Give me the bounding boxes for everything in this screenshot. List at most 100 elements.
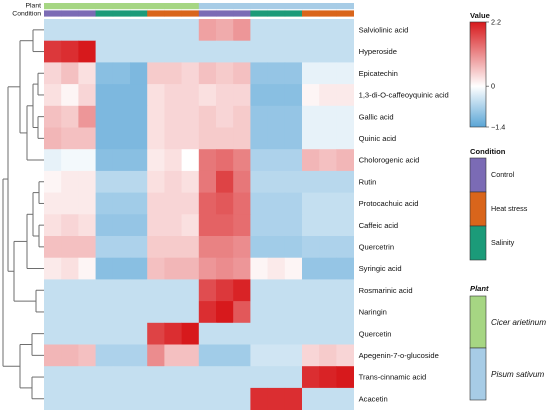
heatmap-cell <box>44 19 62 42</box>
heatmap-cell <box>284 149 303 172</box>
heatmap-cell <box>78 40 96 63</box>
heatmap-cell <box>147 301 165 324</box>
heatmap-cell <box>233 236 251 259</box>
heatmap-cell <box>112 84 131 107</box>
heatmap-cell <box>95 322 114 345</box>
heatmap-cell <box>250 149 268 172</box>
heatmap-cell <box>302 62 320 85</box>
heatmap-cell <box>44 387 62 410</box>
heatmap-cell <box>216 344 234 367</box>
annotation-plant-cell <box>130 3 148 10</box>
heatmap-cell <box>44 192 62 215</box>
heatmap-cell <box>319 366 337 389</box>
heatmap-cell <box>198 84 217 107</box>
heatmap-cell <box>130 19 148 42</box>
annotation-plant-cell <box>233 3 251 10</box>
annotation-plant-cell <box>267 3 286 10</box>
heatmap-cell <box>164 214 182 237</box>
heatmap-cell <box>233 366 251 389</box>
heatmap-cell <box>112 19 131 42</box>
heatmap-cell <box>164 301 182 324</box>
heatmap-cell <box>319 344 337 367</box>
heatmap-cell <box>233 19 251 42</box>
heatmap-cell <box>319 170 337 193</box>
heatmap-cell <box>95 62 114 85</box>
heatmap-cell <box>198 105 217 128</box>
heatmap-cell <box>95 301 114 324</box>
annotation-plant-cell <box>95 3 114 10</box>
heatmap-cell <box>147 279 165 302</box>
heatmap-cell <box>284 214 303 237</box>
row-label: Caffeic acid <box>359 221 399 230</box>
heatmap-cell <box>130 322 148 345</box>
heatmap-cell <box>284 192 303 215</box>
heatmap-cell <box>302 322 320 345</box>
heatmap-cell <box>181 301 200 324</box>
heatmap-cell <box>198 127 217 150</box>
annotation-plant-cell <box>336 3 354 10</box>
heatmap-cell <box>336 387 354 410</box>
heatmap-cell <box>164 40 182 63</box>
heatmap-cell <box>164 127 182 150</box>
heatmap-cell <box>267 19 286 42</box>
heatmap-cell <box>78 62 96 85</box>
heatmap-cell <box>284 301 303 324</box>
annotation-plant-cell <box>112 3 131 10</box>
heatmap-cell <box>130 127 148 150</box>
legend-condition-label: Control <box>491 170 515 179</box>
annotation-condition-cell <box>233 10 251 17</box>
heatmap-cell <box>61 366 79 389</box>
heatmap-cell <box>267 387 286 410</box>
heatmap-cell <box>181 84 200 107</box>
heatmap-cell <box>319 149 337 172</box>
heatmap-cell <box>44 62 62 85</box>
annotation-title-condition: Condition <box>12 11 41 18</box>
heatmap-cell <box>302 127 320 150</box>
legend-plant-title: Plant <box>470 284 489 293</box>
row-label: Trans-cinnamic acid <box>359 373 427 382</box>
heatmap-cell <box>198 19 217 42</box>
heatmap-cell <box>198 62 217 85</box>
heatmap-cell <box>284 127 303 150</box>
heatmap-cell <box>181 105 200 128</box>
heatmap-cell <box>112 279 131 302</box>
heatmap-cell <box>130 344 148 367</box>
row-label: Quercetin <box>359 329 392 338</box>
heatmap-cell <box>61 127 79 150</box>
heatmap-cell <box>112 257 131 280</box>
heatmap-cell <box>78 127 96 150</box>
heatmap-cell <box>233 84 251 107</box>
heatmap-cell <box>250 127 268 150</box>
row-label: Quinic acid <box>359 134 397 143</box>
heatmap-cell <box>44 301 62 324</box>
heatmap-cell <box>302 40 320 63</box>
heatmap-cell <box>198 40 217 63</box>
row-labels: Salviolinic acid Hyperoside Epicatechin 1,3… <box>359 25 449 403</box>
heatmap-cell <box>44 236 62 259</box>
heatmap-cell <box>216 322 234 345</box>
heatmap-cell <box>112 301 131 324</box>
heatmap-cell <box>216 257 234 280</box>
heatmap-cell <box>78 301 96 324</box>
heatmap-cell <box>267 366 286 389</box>
annotation-plant-cell <box>216 3 234 10</box>
annotation-condition-cell <box>112 10 131 17</box>
heatmap-cell <box>95 344 114 367</box>
heatmap-cell <box>130 387 148 410</box>
heatmap-cell <box>61 40 79 63</box>
heatmap-cell <box>233 344 251 367</box>
heatmap-cell <box>284 40 303 63</box>
heatmap-cell <box>319 257 337 280</box>
heatmap-cell <box>198 236 217 259</box>
annotation-condition-cell <box>147 10 165 17</box>
heatmap-cell <box>164 19 182 42</box>
heatmap-cell <box>233 257 251 280</box>
heatmap-cell <box>44 366 62 389</box>
heatmap-cell <box>267 105 286 128</box>
heatmap-cell <box>302 170 320 193</box>
heatmap-cell <box>78 192 96 215</box>
annotation-plant-cell <box>250 3 268 10</box>
heatmap-cell <box>267 192 286 215</box>
